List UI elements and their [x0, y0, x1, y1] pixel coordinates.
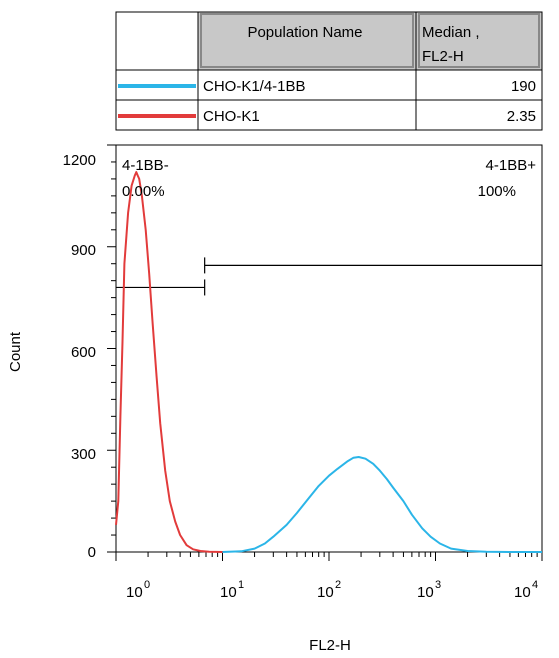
- plot-frame: [115, 144, 543, 553]
- series-line-cho-k1: [115, 171, 223, 553]
- svg-text:10: 10: [220, 584, 237, 601]
- gate-negative-marker: [116, 279, 206, 296]
- axis-ticks: [107, 144, 543, 561]
- legend-median-cho-k1: 2.35: [507, 108, 536, 125]
- legend-name-cho-k1-4-1bb: CHO-K1/4-1BB: [203, 78, 306, 95]
- x-tick-label-1: 10 1: [220, 579, 244, 601]
- x-tick-label-0: 10 0: [126, 579, 150, 601]
- y-axis-title: Count: [7, 331, 24, 372]
- gate-negative-label: 4-1BB-: [122, 157, 169, 174]
- header-cell-population: [198, 12, 416, 70]
- y-tick-label-900: 900: [71, 242, 96, 259]
- plot-area: [107, 144, 543, 561]
- header-population-name: Population Name: [247, 24, 362, 41]
- legend-name-cho-k1: CHO-K1: [203, 108, 260, 125]
- svg-text:10: 10: [317, 584, 334, 601]
- legend-table: Population Name Median , FL2-H CHO-K1/4-…: [115, 11, 543, 131]
- svg-text:0: 0: [144, 579, 150, 591]
- gate-negative-percent: 0.00%: [122, 183, 165, 200]
- y-tick-label-1200: 1200: [63, 152, 96, 169]
- svg-text:3: 3: [435, 579, 441, 591]
- y-tick-label-0: 0: [88, 544, 96, 561]
- x-axis-title: FL2-H: [309, 637, 351, 654]
- y-tick-label-600: 600: [71, 344, 96, 361]
- svg-text:2: 2: [335, 579, 341, 591]
- gate-positive-percent: 100%: [478, 183, 516, 200]
- legend-median-cho-k1-4-1bb: 190: [511, 78, 536, 95]
- gate-positive-marker: [204, 257, 542, 274]
- header-cell-median: [416, 12, 542, 70]
- histogram-series: [115, 171, 542, 553]
- svg-text:4: 4: [532, 579, 538, 591]
- x-tick-label-4: 10 4: [514, 579, 538, 601]
- svg-text:1: 1: [238, 579, 244, 591]
- gate-positive-label: 4-1BB+: [486, 157, 537, 174]
- svg-text:10: 10: [514, 584, 531, 601]
- svg-text:10: 10: [126, 584, 143, 601]
- svg-text:10: 10: [417, 584, 434, 601]
- series-line-cho-k1-4-1bb: [222, 456, 542, 553]
- x-tick-label-3: 10 3: [417, 579, 441, 601]
- gates: [116, 257, 542, 296]
- header-median-line1: Median ,: [422, 24, 480, 41]
- header-median-line2: FL2-H: [422, 48, 464, 65]
- x-tick-label-2: 10 2: [317, 579, 341, 601]
- y-tick-label-300: 300: [71, 446, 96, 463]
